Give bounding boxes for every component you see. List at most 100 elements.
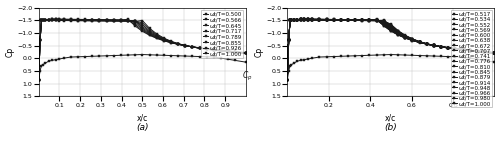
ωt/T=0.789: [211, 49, 217, 51]
ωt/T=0.552: [305, 18, 311, 20]
ωt/T=0.948: [366, 20, 372, 21]
ωt/T=0.810: [416, 41, 422, 43]
ωt/T=1.000: [431, 45, 437, 46]
ωt/T=0.566: [82, 19, 88, 21]
ωt/T=0.776: [395, 32, 401, 34]
ωt/T=0.966: [416, 41, 422, 43]
ωt/T=0.500: [110, 19, 116, 21]
ωt/T=0.914: [402, 35, 408, 37]
ωt/T=0.789: [226, 51, 232, 52]
ωt/T=0.672: [452, 48, 458, 50]
ωt/T=0.741: [309, 19, 315, 20]
ωt/T=1.000: [345, 20, 351, 21]
ωt/T=0.810: [324, 19, 330, 21]
ωt/T=0.810: [467, 50, 473, 51]
ωt/T=0.914: [305, 19, 311, 21]
ωt/T=1.000: [49, 20, 55, 21]
ωt/T=0.810: [360, 19, 366, 21]
ωt/T=0.672: [330, 19, 336, 21]
ωt/T=0.645: [56, 19, 62, 20]
ωt/T=0.600: [316, 19, 322, 20]
ωt/T=0.948: [402, 35, 408, 37]
ωt/T=0.855: [243, 52, 249, 54]
ωt/T=0.500: [132, 25, 138, 27]
Text: $C_p$: $C_p$: [242, 70, 252, 83]
ωt/T=1.000: [446, 47, 452, 49]
ωt/T=0.980: [366, 20, 372, 21]
ωt/T=0.879: [381, 20, 387, 21]
ωt/T=0.914: [474, 51, 480, 52]
ωt/T=0.569: [388, 29, 394, 31]
ωt/T=0.845: [431, 45, 437, 46]
ωt/T=0.845: [381, 19, 387, 21]
ωt/T=0.500: [56, 18, 62, 20]
ωt/T=0.500: [226, 50, 232, 52]
ωt/T=0.980: [324, 19, 330, 21]
ωt/T=0.789: [82, 19, 88, 21]
ωt/T=0.534: [316, 18, 322, 20]
ωt/T=0.926: [42, 19, 48, 21]
ωt/T=0.638: [374, 19, 380, 21]
ωt/T=0.600: [309, 19, 315, 20]
ωt/T=0.741: [284, 79, 290, 81]
ωt/T=0.552: [416, 42, 422, 43]
ωt/T=0.926: [243, 52, 249, 54]
ωt/T=0.569: [294, 19, 300, 21]
ωt/T=0.855: [56, 19, 62, 21]
ωt/T=0.569: [492, 52, 498, 54]
ωt/T=0.500: [75, 19, 81, 20]
ωt/T=0.534: [388, 30, 394, 32]
ωt/T=0.638: [294, 19, 300, 21]
Line: ωt/T=0.645: ωt/T=0.645: [38, 18, 247, 81]
ωt/T=0.741: [388, 28, 394, 29]
ωt/T=0.534: [294, 19, 300, 21]
ωt/T=0.855: [226, 51, 232, 52]
ωt/T=0.914: [345, 19, 351, 21]
ωt/T=0.845: [460, 49, 466, 51]
ωt/T=0.645: [89, 19, 95, 21]
ωt/T=0.810: [302, 19, 308, 20]
ωt/T=0.645: [175, 43, 181, 45]
ωt/T=0.914: [374, 20, 380, 21]
ωt/T=1.000: [298, 19, 304, 21]
ωt/T=0.566: [37, 39, 43, 41]
ωt/T=0.855: [175, 43, 181, 45]
ωt/T=0.845: [288, 19, 294, 21]
ωt/T=0.534: [290, 19, 296, 21]
ωt/T=1.000: [324, 19, 330, 21]
ωt/T=0.600: [492, 52, 498, 54]
ωt/T=0.914: [298, 19, 304, 21]
ωt/T=1.000: [226, 51, 232, 53]
Line: ωt/T=0.776: ωt/T=0.776: [286, 18, 496, 81]
ωt/T=0.789: [56, 19, 62, 21]
ωt/T=0.517: [316, 18, 322, 20]
ωt/T=0.517: [290, 19, 296, 21]
ωt/T=0.926: [110, 20, 116, 22]
ωt/T=0.534: [287, 19, 293, 21]
ωt/T=1.000: [309, 19, 315, 21]
ωt/T=0.566: [68, 19, 73, 20]
ωt/T=0.552: [402, 37, 408, 39]
ωt/T=0.855: [89, 20, 95, 21]
ωt/T=0.948: [288, 19, 294, 21]
ωt/T=1.000: [175, 43, 181, 45]
ωt/T=0.645: [40, 19, 46, 21]
ωt/T=0.948: [284, 79, 290, 81]
ωt/T=0.855: [204, 48, 210, 50]
ωt/T=0.552: [446, 47, 452, 49]
ωt/T=0.600: [352, 19, 358, 21]
ωt/T=0.948: [316, 19, 322, 21]
ωt/T=0.789: [182, 45, 188, 47]
ωt/T=0.845: [352, 19, 358, 21]
ωt/T=0.855: [40, 19, 46, 21]
ωt/T=1.000: [196, 47, 202, 49]
ωt/T=0.534: [330, 19, 336, 20]
ωt/T=0.672: [360, 19, 366, 21]
Line: ωt/T=0.672: ωt/T=0.672: [286, 18, 496, 81]
ωt/T=0.600: [467, 49, 473, 51]
ωt/T=0.966: [410, 38, 416, 40]
ωt/T=0.879: [452, 48, 458, 50]
ωt/T=0.600: [416, 41, 422, 43]
ωt/T=0.879: [460, 49, 466, 51]
ωt/T=1.000: [305, 19, 311, 21]
